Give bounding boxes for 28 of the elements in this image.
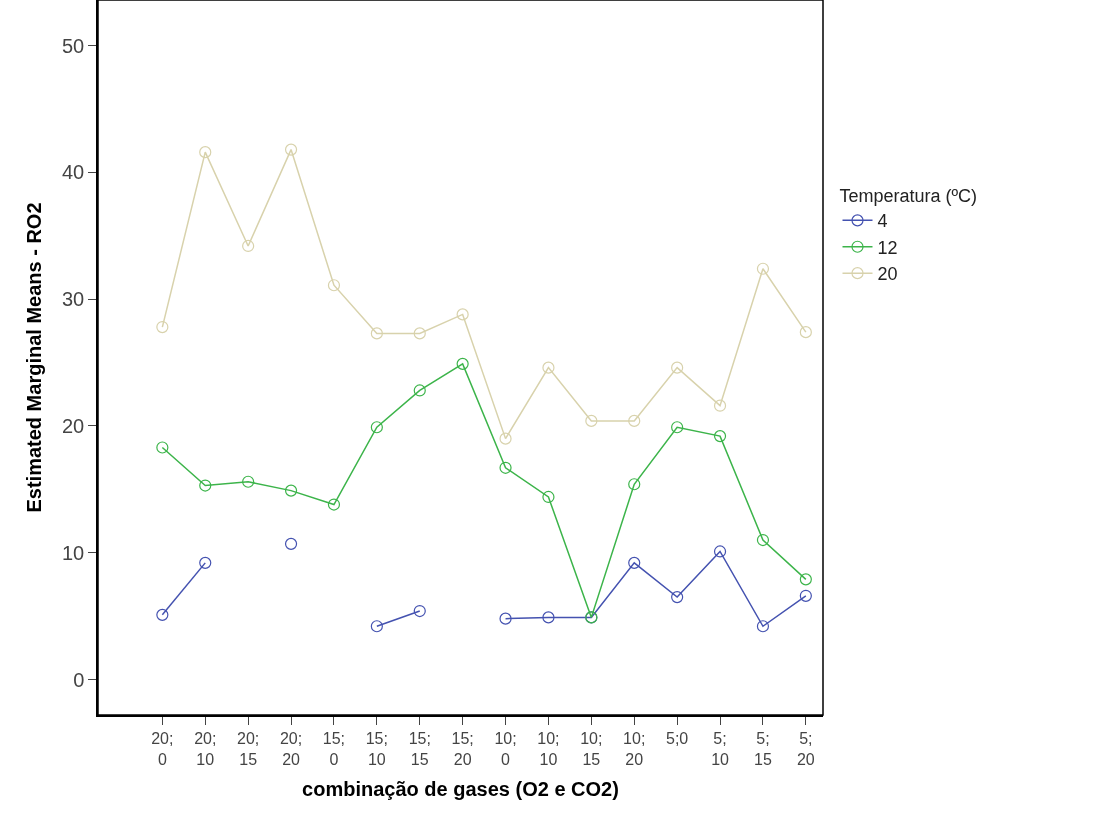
y-tick-label: 20 — [62, 414, 85, 437]
y-axis-title: Estimated Marginal Means - RO2 — [23, 202, 45, 513]
x-tick-label: 5;0 — [666, 729, 689, 747]
x-tick-label: 10; 10 — [537, 729, 560, 768]
x-tick-label: 5; 15 — [754, 729, 772, 768]
legend-title: Temperatura (ºC) — [839, 186, 978, 207]
x-tick-label: 20; 15 — [237, 729, 260, 768]
y-tick-label: 30 — [62, 288, 85, 311]
x-tick-label: 10; 0 — [494, 729, 517, 768]
x-tick-label: 20; 20 — [279, 729, 303, 768]
y-tick-label: 40 — [62, 161, 85, 184]
x-tick-label: 20; 0 — [151, 729, 174, 768]
y-tick-label: 10 — [62, 541, 85, 564]
legend-label: 4 — [877, 211, 888, 232]
x-tick-label: 15; 15 — [408, 729, 431, 768]
x-axis-title: combinação de gases (O2 e CO2) — [302, 777, 619, 800]
x-tick-label: 20; 10 — [194, 729, 217, 768]
y-tick-label: 0 — [73, 668, 85, 691]
legend-label: 12 — [877, 237, 898, 258]
x-tick-label: 10; 15 — [580, 729, 603, 768]
y-tick-label: 50 — [62, 34, 85, 57]
x-tick-label: 5; 10 — [711, 729, 730, 768]
legend-label: 20 — [877, 264, 898, 285]
x-tick-label: 15; 0 — [322, 729, 346, 768]
x-tick-label: 15; 10 — [365, 729, 388, 768]
x-tick-label: 15; 20 — [451, 729, 474, 768]
x-tick-label: 10; 20 — [623, 729, 646, 768]
x-tick-label: 5; 20 — [796, 729, 815, 768]
